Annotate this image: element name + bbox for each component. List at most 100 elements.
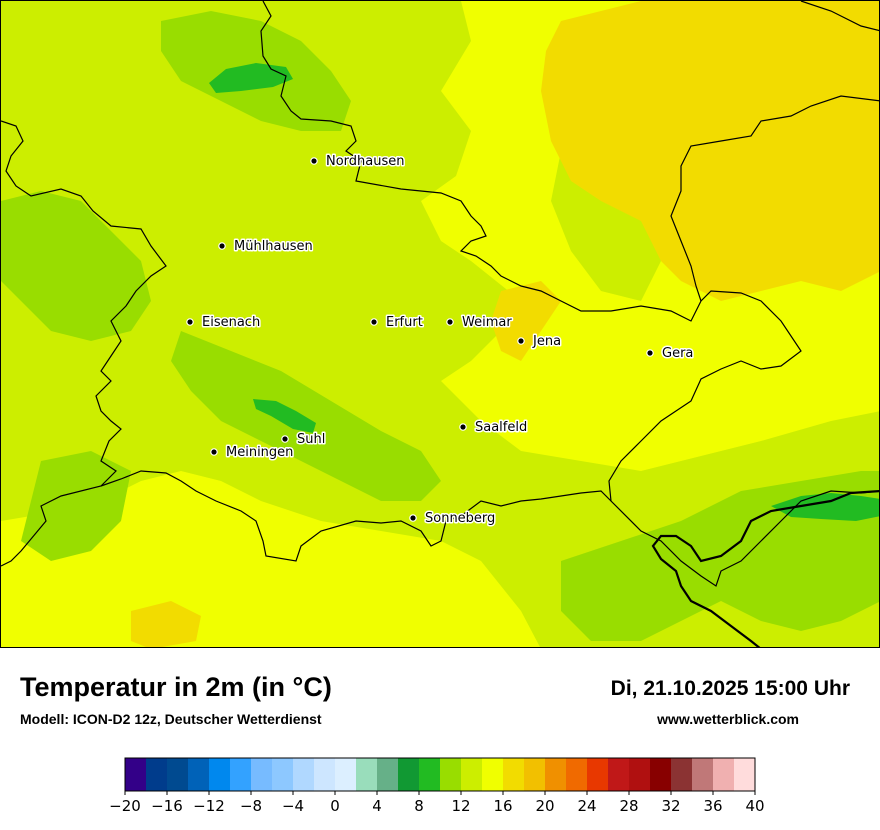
city-nordhausen: Nordhausen [310, 153, 406, 171]
city-dot [210, 448, 218, 456]
legend-swatch [650, 758, 672, 791]
legend-tick-label: −8 [240, 797, 262, 815]
legend-swatch [587, 758, 609, 791]
legend-swatch [545, 758, 567, 791]
legend-swatch [608, 758, 630, 791]
legend-tick-label: 20 [535, 797, 554, 815]
legend-swatch [188, 758, 210, 791]
legend-swatch [335, 758, 357, 791]
legend-tick-label: 8 [414, 797, 424, 815]
legend-tick-label: −16 [151, 797, 183, 815]
legend-swatch [146, 758, 168, 791]
city-label-gera: Gera [662, 346, 693, 361]
city-label-nordhausen: Nordhausen [326, 154, 405, 169]
legend-tick-label: 16 [493, 797, 512, 815]
city-sonneberg: Sonneberg [409, 510, 497, 528]
city-meiningen: Meiningen [210, 444, 295, 462]
city-label-jena: Jena [532, 334, 561, 349]
legend-swatch [503, 758, 525, 791]
legend-swatch [734, 758, 756, 791]
city-suhl: Suhl [281, 431, 327, 449]
legend-swatch [356, 758, 378, 791]
legend-tick-label: −20 [109, 797, 141, 815]
temperature-map: Nordhausen Mühlhausen Eisenach Erfurt We… [0, 0, 880, 648]
city-dot [459, 423, 467, 431]
legend-tick-label: −12 [193, 797, 225, 815]
legend-swatch [482, 758, 504, 791]
temp-zone-8-10-thuringian-forest [253, 399, 316, 433]
legend-swatch [230, 758, 252, 791]
legend-tick-label: 40 [745, 797, 764, 815]
border-thuringia-south [100, 470, 612, 562]
city-dot [310, 157, 318, 165]
city-markers: Nordhausen Mühlhausen Eisenach Erfurt We… [186, 153, 695, 528]
legend-tick-label: 28 [619, 797, 638, 815]
map-canvas: Nordhausen Mühlhausen Eisenach Erfurt We… [1, 1, 879, 647]
temp-zone-16-18-east [541, 1, 879, 301]
legend-swatch [314, 758, 336, 791]
city-label-muehlhausen: Mühlhausen [234, 239, 313, 254]
legend-swatch [377, 758, 399, 791]
legend-frame [124, 757, 756, 792]
legend-swatch [524, 758, 546, 791]
legend-swatch [251, 758, 273, 791]
city-dot [517, 337, 525, 345]
legend-swatch [566, 758, 588, 791]
city-saalfeld: Saalfeld [459, 419, 529, 437]
city-dot [281, 435, 289, 443]
legend-swatch [713, 758, 735, 791]
legend-swatch [629, 758, 651, 791]
model-info: Modell: ICON-D2 12z, Deutscher Wetterdie… [20, 711, 322, 727]
state-borders [1, 1, 879, 587]
temp-zone-10-12-forest [171, 331, 441, 501]
city-label-weimar: Weimar [462, 315, 512, 330]
city-label-eisenach: Eisenach [202, 315, 260, 330]
city-dot [646, 349, 654, 357]
legend-tick-label: 12 [451, 797, 470, 815]
city-dot [186, 318, 194, 326]
city-label-saalfeld: Saalfeld [475, 420, 527, 435]
city-dot [370, 318, 378, 326]
city-label-erfurt: Erfurt [386, 315, 423, 330]
city-dot [446, 318, 454, 326]
city-erfurt: Erfurt [370, 314, 424, 332]
legend-tick-label: 32 [661, 797, 680, 815]
temp-zone-16-18-sw [131, 601, 201, 647]
city-muehlhausen: Mühlhausen [218, 238, 314, 256]
legend-tick-label: 0 [330, 797, 340, 815]
city-label-sonneberg: Sonneberg [425, 511, 495, 526]
website-url: www.wetterblick.com [657, 711, 799, 727]
legend-tick-label: 24 [577, 797, 596, 815]
legend-tick-label: 4 [372, 797, 382, 815]
legend-swatch [293, 758, 315, 791]
city-dot [218, 242, 226, 250]
temp-zone-16-18-jena [491, 281, 561, 361]
temp-zone-8-10-fichtel [771, 493, 879, 521]
legend-swatch [440, 758, 462, 791]
border-east-inner [670, 95, 879, 302]
city-label-suhl: Suhl [297, 432, 325, 447]
city-jena: Jena [517, 333, 563, 351]
city-dot [409, 514, 417, 522]
legend-swatch [461, 758, 483, 791]
legend-ticks: −20 −16 −12 −8 −4 0 4 8 12 16 20 24 28 32 36 40 [109, 791, 765, 815]
legend-swatch [671, 758, 693, 791]
legend-swatch [167, 758, 189, 791]
legend-swatch [398, 758, 420, 791]
legend-swatch [209, 758, 231, 791]
city-weimar: Weimar [446, 314, 514, 332]
legend-swatch [692, 758, 714, 791]
national-border [651, 490, 879, 647]
legend-swatches [125, 758, 756, 791]
legend-swatch [272, 758, 294, 791]
temp-zone-10-12-west [1, 191, 151, 341]
legend-tick-label: −4 [282, 797, 304, 815]
border-thuringia-west [1, 120, 167, 567]
city-eisenach: Eisenach [186, 314, 262, 332]
legend-swatch [125, 758, 147, 791]
temp-zone-12-14-west [1, 1, 879, 647]
border-north-east [800, 1, 879, 32]
city-gera: Gera [646, 345, 695, 363]
temp-zone-10-12-south [21, 451, 131, 561]
forecast-datetime: Di, 21.10.2025 15:00 Uhr [610, 677, 850, 700]
